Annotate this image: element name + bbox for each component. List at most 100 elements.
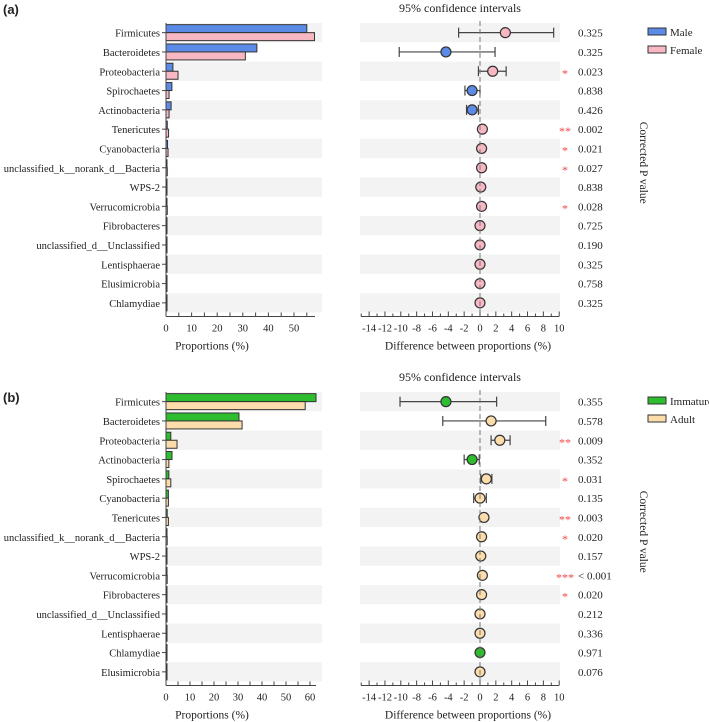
category-label: Lentisphaerae: [101, 629, 160, 640]
bar-male: [165, 24, 308, 34]
right-tick-label: -8: [412, 324, 421, 335]
chart-title: 95% confidence intervals: [399, 1, 521, 15]
left-tick-label: 10: [185, 693, 196, 704]
p-value: 0.002: [578, 124, 603, 136]
bar-adult: [165, 478, 172, 488]
category-label: Tenericutes: [112, 513, 160, 524]
left-tick-label: 60: [305, 693, 316, 704]
p-value: 0.135: [578, 493, 603, 505]
significance-stars: *: [562, 66, 568, 80]
left-tick-label: 30: [233, 693, 244, 704]
p-value: 0.325: [578, 47, 603, 59]
legend-swatch-male: [647, 27, 667, 36]
p-value: 0.325: [578, 298, 603, 310]
right-tick-label: -14: [362, 693, 377, 704]
bar-immature: [165, 431, 172, 441]
row-band: [360, 61, 560, 81]
bar-male: [165, 101, 172, 111]
significance-stars: *: [562, 590, 568, 604]
p-value: 0.020: [578, 532, 603, 544]
p-value: 0.838: [578, 86, 603, 98]
category-label: Firmicutes: [115, 29, 160, 40]
category-label: Verrucomicrobia: [89, 571, 160, 582]
row-band: [360, 138, 560, 159]
significance-stars: *: [562, 163, 568, 177]
category-label: Fibrobacteres: [103, 222, 160, 233]
pvalue-axis-label: Corrected P value: [637, 122, 649, 204]
category-label: Spirochaetes: [106, 87, 160, 98]
left-tick-label: 10: [186, 324, 197, 335]
bar-adult: [165, 401, 306, 411]
panel-a: (a) 95% confidence intervals Firmicutes 0.3…: [3, 1, 702, 353]
left-tick-label: 20: [209, 693, 220, 704]
legend-label: Male: [670, 27, 693, 39]
right-tick-label: 2: [493, 693, 498, 704]
category-label: Lentisphaerae: [101, 260, 160, 271]
right-tick-label: -4: [444, 324, 453, 335]
p-value: 0.325: [578, 28, 603, 40]
row-band: [360, 469, 560, 489]
category-label: Elusimicrobia: [101, 280, 160, 291]
category-label: Elusimicrobia: [101, 668, 160, 679]
row-band: [166, 507, 322, 528]
row-band: [166, 216, 322, 236]
p-value: 0.352: [578, 455, 603, 467]
p-value: 0.076: [578, 667, 603, 679]
left-tick-label: 0: [163, 693, 168, 704]
right-tick-label: -14: [362, 324, 377, 335]
left-x-axis-label: Proportions (%): [175, 341, 249, 353]
right-tick-label: 10: [554, 324, 565, 335]
left-tick-label: 50: [281, 693, 292, 704]
category-label: Cyanobacteria: [99, 494, 160, 505]
category-label: unclassified_k__norank_d__Bacteria: [4, 533, 161, 544]
p-value: 0.020: [578, 590, 603, 602]
significance-stars: *: [562, 474, 568, 488]
category-label: Proteobacteria: [99, 67, 160, 78]
right-tick-label: 8: [541, 324, 546, 335]
p-value: 0.021: [578, 143, 603, 155]
bar-immature: [165, 412, 240, 422]
left-x-axis-label: Proportions (%): [175, 710, 249, 722]
row-band: [166, 585, 322, 605]
row-band: [360, 100, 560, 120]
p-value: 0.009: [578, 435, 603, 447]
diff-point: [494, 434, 506, 446]
category-label: Verrucomicrobia: [89, 202, 160, 213]
right-tick-label: 6: [525, 324, 530, 335]
diff-point: [475, 531, 488, 543]
right-tick-label: 10: [554, 693, 565, 704]
diff-point: [466, 104, 478, 116]
right-tick-label: -2: [460, 693, 469, 704]
significance-stars: *: [562, 532, 568, 546]
row-band: [166, 254, 322, 274]
p-value: 0.971: [578, 648, 603, 660]
diff-point: [475, 162, 488, 174]
left-tick-label: 20: [212, 324, 223, 335]
bar-adult: [165, 420, 243, 430]
row-band: [166, 623, 322, 643]
right-tick-label: -2: [460, 324, 469, 335]
category-label: Chlamydiae: [109, 649, 160, 660]
right-tick-label: 4: [509, 324, 515, 335]
significance-stars: **: [559, 124, 571, 138]
bar-male: [165, 62, 174, 72]
diff-point: [440, 46, 452, 58]
row-band: [166, 662, 322, 682]
significance-stars: *: [562, 143, 568, 157]
legend-swatch-adult: [647, 414, 667, 423]
bar-immature: [165, 393, 317, 403]
p-value: 0.190: [578, 240, 603, 252]
diff-point: [475, 181, 487, 193]
diff-point: [466, 453, 478, 466]
legend-swatch-immature: [647, 396, 667, 405]
category-label: Chlamydiae: [109, 299, 160, 310]
category-label: unclassified_d__Unclassified: [36, 610, 160, 621]
diff-point: [485, 415, 497, 427]
left-tick-label: 50: [289, 324, 300, 335]
diff-point: [476, 569, 488, 581]
row-band: [166, 469, 322, 489]
p-value: 0.758: [578, 279, 603, 291]
p-value: 0.157: [578, 551, 603, 563]
right-tick-label: -6: [428, 693, 437, 704]
